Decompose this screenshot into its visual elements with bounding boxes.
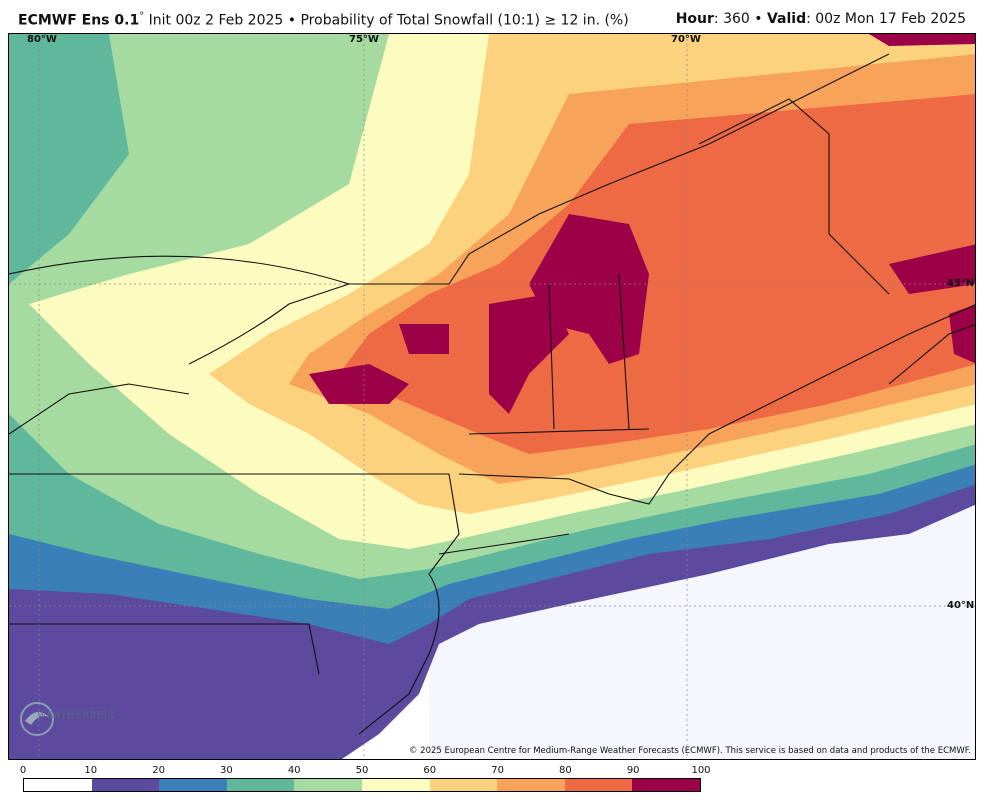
ny-pa-border	[9, 473, 460, 575]
colorbar-tick-label: 70	[491, 765, 504, 776]
nj-coast	[358, 573, 440, 735]
colorbar-tick-label: 60	[423, 765, 437, 776]
colorbar-segment	[294, 779, 362, 791]
ma-border	[468, 428, 650, 435]
band-90-novascotia	[949, 304, 975, 364]
bullet-separator-2: •	[754, 11, 763, 27]
boundaries	[9, 53, 975, 735]
weatherbell-swirl-icon	[20, 702, 54, 736]
band-90-quebec	[869, 34, 975, 46]
colorbar-segment	[159, 779, 227, 791]
hour-label: Hour	[675, 11, 714, 27]
new-england-coast	[608, 304, 975, 505]
weatherbell-logo: WEATHERBELL	[17, 699, 127, 741]
us-canada-border	[9, 53, 890, 285]
band-90-north-ny	[399, 324, 449, 354]
logo-text: WEATHERBELL	[37, 711, 117, 721]
colorbar-tick-label: 80	[559, 765, 572, 776]
band-90-newbrunswick	[889, 244, 975, 294]
map-panel: 80°W 75°W 70°W 45°N 40°N WEATHERBELL © 2…	[8, 33, 976, 760]
colorbar-segment	[226, 779, 295, 791]
valid-value: : 00z Mon 17 Feb 2025	[806, 11, 966, 27]
snowfall-probability-map	[9, 34, 975, 759]
colorbar-ticks: 0 10 20 30 40 50 60 70 80 90 100	[19, 765, 711, 777]
lake-ontario	[188, 283, 350, 365]
lon-75w-label: 75°W	[349, 34, 379, 45]
colorbar-segment	[24, 779, 92, 791]
header-title: ECMWF Ens 0.1° Init 00z 2 Feb 2025 • Pro…	[18, 11, 629, 29]
colorbar-segment	[361, 779, 430, 791]
band-90-adirondack	[309, 364, 409, 404]
band-90-vermont	[489, 294, 569, 414]
colorbar-tick-label: 50	[355, 765, 369, 776]
maine-border	[698, 98, 890, 295]
copyright-notice: © 2025 European Centre for Medium-Range …	[408, 746, 971, 756]
colorbar-segment	[632, 779, 700, 791]
pa-md-border	[9, 623, 320, 675]
init-time: Init 00z 2 Feb 2025	[148, 12, 284, 29]
colorbar-tick-label: 100	[691, 765, 711, 776]
colorbar-segment	[91, 779, 160, 791]
valid-label: Valid	[766, 11, 807, 27]
vt-border	[548, 283, 555, 430]
colorbar-segment	[429, 779, 498, 791]
map-header: ECMWF Ens 0.1° Init 00z 2 Feb 2025 • Pro…	[0, 0, 984, 34]
hour-value: : 360	[713, 11, 750, 27]
lon-70w-label: 70°W	[671, 34, 701, 45]
lat-45n-label: 45°N	[947, 278, 975, 289]
header-valid: Hour: 360 • Valid: 00z Mon 17 Feb 2025	[676, 11, 966, 27]
colorbar-tick-label: 20	[152, 765, 165, 776]
degree-symbol: °	[139, 11, 145, 22]
model-name: ECMWF Ens 0.1	[18, 12, 140, 29]
colorbar-segment	[497, 779, 565, 791]
lat-40n-label: 40°N	[947, 600, 975, 611]
colorbar-tick-label: 10	[84, 765, 98, 776]
bullet-separator: •	[287, 12, 297, 29]
lake-erie	[9, 383, 190, 435]
colorbar	[23, 778, 701, 792]
colorbar-tick-label: 30	[220, 765, 233, 776]
graticule	[9, 34, 975, 759]
long-island	[438, 533, 570, 555]
colorbar-tick-label: 90	[626, 765, 640, 776]
ct-border	[458, 473, 610, 495]
lon-80w-label: 80°W	[27, 34, 57, 45]
colorbar-segment	[564, 779, 633, 791]
colorbar-tick-label: 40	[287, 765, 301, 776]
nh-border	[618, 273, 630, 430]
bay-of-fundy	[888, 324, 975, 385]
product-name: Probability of Total Snowfall (10:1) ≥ 1…	[300, 12, 629, 29]
colorbar-tick-label: 0	[19, 765, 27, 776]
